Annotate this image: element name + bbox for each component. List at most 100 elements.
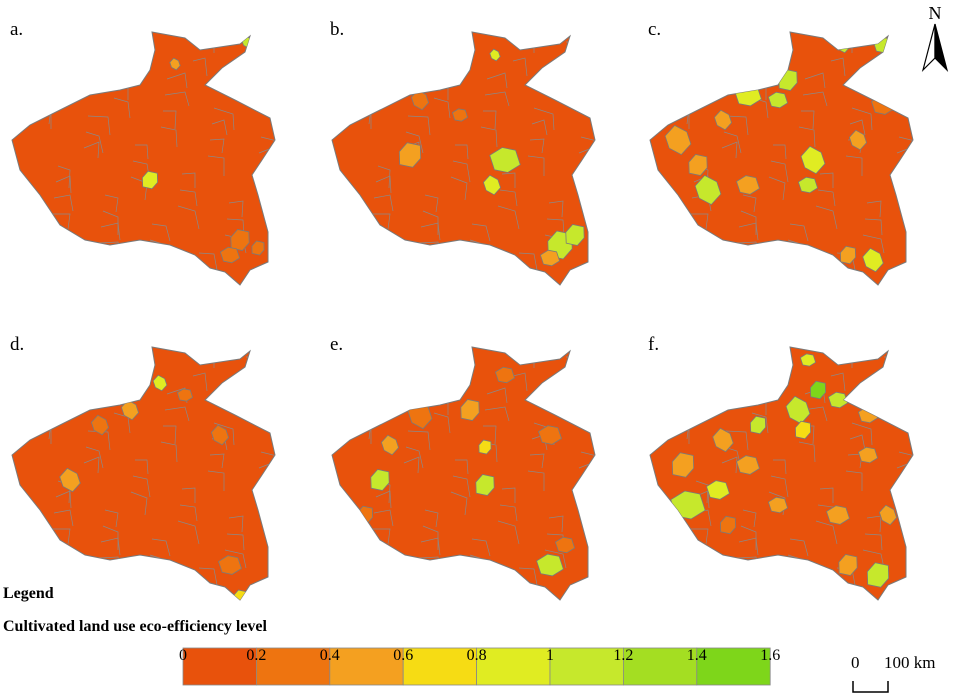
legend-swatch	[402, 647, 478, 686]
district-border	[450, 491, 468, 516]
north-label: N	[929, 3, 942, 23]
district-border	[117, 378, 138, 398]
district-border	[563, 57, 587, 78]
legend-tick: 1.6	[760, 647, 780, 664]
district-border	[68, 52, 91, 72]
district-border	[52, 213, 71, 230]
panel-label: f.	[648, 334, 659, 355]
district-border	[211, 119, 228, 136]
district-border	[499, 189, 518, 207]
district-border	[344, 562, 362, 579]
district-border	[768, 176, 786, 201]
district-border	[834, 268, 853, 285]
district-border	[512, 57, 528, 77]
district-border	[372, 213, 391, 230]
district-border	[181, 487, 196, 503]
district-border	[145, 269, 170, 285]
district-border	[433, 412, 451, 434]
district-border	[527, 470, 545, 491]
legend-tick: 0.2	[246, 647, 266, 664]
district-border	[757, 44, 779, 60]
district-border	[708, 590, 728, 600]
district-border	[467, 250, 488, 270]
district-border	[256, 166, 275, 183]
scale-line	[852, 681, 889, 693]
district	[799, 353, 817, 367]
district-border	[132, 475, 151, 498]
district-border	[879, 388, 901, 411]
district-border	[518, 567, 538, 586]
district-border	[147, 565, 168, 585]
district-border	[228, 200, 244, 218]
scale-label: 100 km	[884, 653, 935, 672]
district-border	[53, 194, 74, 212]
district-border	[388, 52, 411, 72]
panel-label: a.	[10, 19, 23, 40]
district-border	[480, 126, 498, 148]
district-border	[801, 110, 815, 130]
district-border	[388, 367, 411, 387]
district-border	[224, 549, 247, 569]
district	[767, 496, 789, 514]
district-border	[166, 72, 188, 89]
district	[554, 536, 576, 554]
district-border	[196, 268, 215, 285]
district-border	[52, 528, 71, 545]
arrow-half	[921, 23, 936, 72]
district-border	[486, 387, 508, 404]
map-panel: c.	[648, 19, 914, 286]
districts	[657, 353, 913, 600]
panel-label: c.	[648, 19, 661, 40]
district-border	[561, 388, 583, 411]
district-border	[87, 115, 111, 136]
legend-swatch	[476, 647, 551, 686]
district-border	[516, 583, 535, 600]
district	[59, 467, 81, 493]
district-border	[68, 367, 91, 387]
district-border	[566, 41, 585, 60]
district-border	[407, 430, 431, 451]
district-border	[680, 384, 700, 404]
district-border	[339, 354, 357, 376]
district-border	[24, 247, 42, 264]
district	[838, 554, 858, 576]
district-border	[721, 141, 738, 159]
district-border	[433, 97, 451, 119]
panel-label: d.	[10, 334, 24, 355]
province	[649, 31, 914, 286]
district-border	[42, 384, 62, 404]
district-border	[452, 475, 471, 498]
district-border	[40, 401, 64, 422]
district-border	[260, 136, 275, 159]
district-border	[757, 359, 779, 375]
district	[797, 176, 819, 194]
district	[839, 245, 857, 265]
district-border	[246, 356, 265, 375]
district-border	[192, 372, 208, 392]
legend-tick: 0	[179, 647, 187, 664]
district-border	[85, 131, 104, 154]
district-border	[706, 367, 729, 387]
district	[219, 246, 241, 264]
legend-heading: Legend	[3, 585, 54, 602]
district	[713, 109, 733, 131]
district-border	[740, 210, 757, 235]
district-border	[102, 525, 119, 550]
district	[538, 425, 562, 445]
district-border	[849, 434, 866, 451]
district-border	[57, 165, 71, 189]
district-border	[181, 172, 196, 188]
district-border	[243, 57, 267, 78]
district-border	[785, 565, 806, 585]
district-border	[373, 509, 394, 527]
district-border	[884, 41, 903, 60]
district-border	[789, 223, 809, 242]
district-border	[386, 68, 404, 90]
district-border	[576, 481, 595, 498]
district	[494, 366, 516, 384]
district-border	[339, 39, 357, 61]
district-border	[785, 250, 806, 270]
district-border	[66, 383, 84, 405]
district-border	[177, 205, 200, 230]
district	[862, 247, 884, 273]
